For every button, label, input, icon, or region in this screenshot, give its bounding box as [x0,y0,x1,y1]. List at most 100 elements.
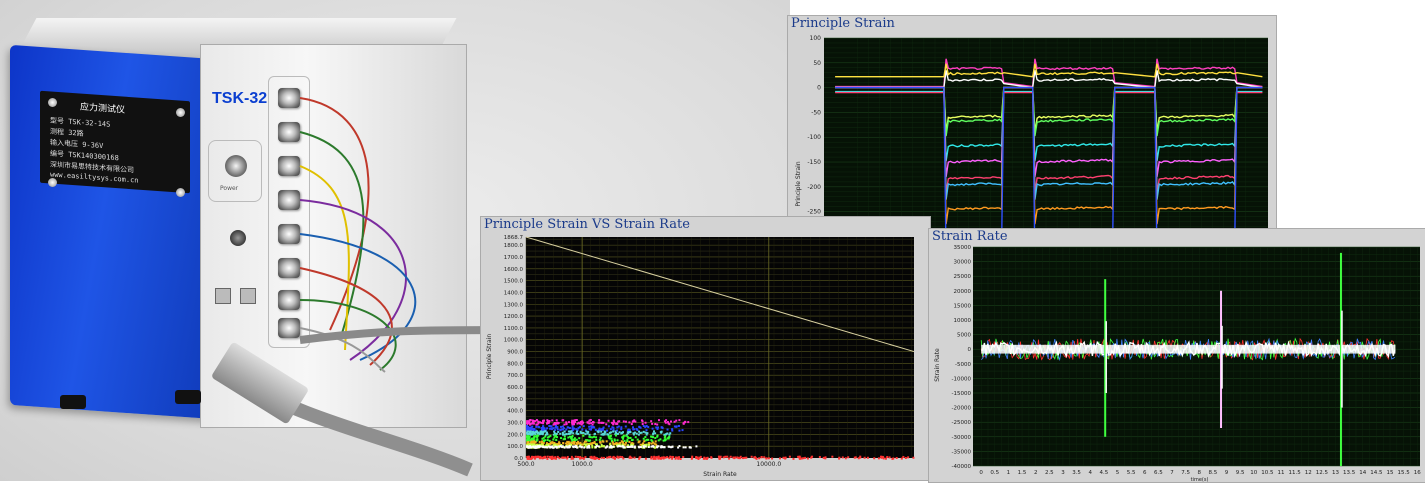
scatter-point [633,456,636,459]
scatter-point [628,429,631,432]
scatter-point [572,457,575,460]
scatter-point [587,444,590,447]
x-tick-label: 16 [1414,470,1421,476]
scatter-point [818,456,821,459]
scatter-point [553,444,556,447]
scatter-point [580,445,583,448]
scatter-point [572,440,575,443]
scatter-point [555,445,558,448]
scatter-point [739,455,742,458]
scatter-point [634,420,637,423]
scatter-point [765,457,768,460]
scatter-point [595,445,598,448]
scatter-point [574,419,577,422]
series-line [835,58,1263,88]
bnc-connector [278,190,300,210]
scatter-point [601,428,604,431]
scatter-point [565,422,568,425]
device-foot [175,390,201,404]
scatter-window: Principle Strain VS Strain Rate 1868.7 18… [480,216,931,481]
scatter-point [607,425,610,428]
scatter-point [559,445,562,448]
y-tick-label: -150 [807,159,821,166]
scatter-point [788,455,791,458]
scatter-point [535,425,538,428]
scatter-point [650,457,653,460]
scatter-point [548,455,551,458]
scatter-point [535,429,538,432]
scatter-point [612,422,615,425]
scatter-point [618,420,621,423]
scatter-point [616,445,619,448]
y-tick-label: 35000 [954,245,972,251]
scatter-point [555,422,558,425]
power-panel [208,140,262,202]
scatter-point [619,445,622,448]
scatter-point [575,419,578,422]
scatter-point [912,456,915,459]
scatter-point [553,432,556,435]
scatter-point [538,457,541,460]
scatter-point [570,441,573,444]
scatter-point [554,434,557,437]
scatter-point [654,440,657,443]
scatter-point [544,430,547,433]
y-tick-label: -15000 [952,391,972,397]
scatter-point [534,446,537,449]
scatter-point [647,426,650,429]
scatter-point [583,440,586,443]
scatter-point [547,422,550,425]
scatter-point [682,446,685,449]
scatter-point [904,457,907,460]
scatter-point [627,431,630,434]
scatter-point [602,456,605,459]
scatter-point [612,426,615,429]
rate-band [981,344,1396,354]
x-tick-label: 15 [1387,470,1394,476]
scatter-point [536,445,539,448]
scatter-point [739,457,742,460]
scatter-point [546,455,549,458]
scatter-point [743,456,746,459]
scatter-point [535,423,538,426]
scatter-point [651,440,654,443]
device-foot [60,395,86,409]
scatter-point [660,431,663,434]
scatter-point [571,434,574,437]
scatter-point [566,441,569,444]
x-tick-label: 8 [1197,470,1201,476]
scatter-point [882,457,885,460]
scatter-point [623,446,626,449]
scatter-point [534,431,537,434]
scatter-point [824,456,827,459]
scatter-point [656,427,659,430]
scatter-point [681,429,684,432]
scatter-point [638,440,641,443]
scatter-point [633,445,636,448]
scatter-point [568,441,571,444]
scatter-point [567,443,570,446]
scatter-point [726,455,729,458]
scatter-point [529,432,532,435]
x-tick-label: 2.5 [1045,470,1054,476]
scatter-point [544,435,547,438]
scatter-point [609,434,612,437]
scatter-point [575,432,578,435]
scatter-point [573,442,576,445]
scatter-point [578,437,581,440]
scatter-point [546,436,549,439]
x-tick-label: 7 [1170,470,1174,476]
scatter-point [563,446,566,449]
scatter-point [620,428,623,431]
scatter-point [603,433,606,436]
scatter-point [612,430,615,433]
scatter-point [657,455,660,458]
scatter-point [619,455,622,458]
scatter-point [531,456,534,459]
scatter-point [671,455,674,458]
power-knob [225,155,247,177]
scatter-point [529,423,532,426]
scatter-point [579,444,582,447]
scatter-point [594,457,597,460]
scatter-point [900,457,903,460]
